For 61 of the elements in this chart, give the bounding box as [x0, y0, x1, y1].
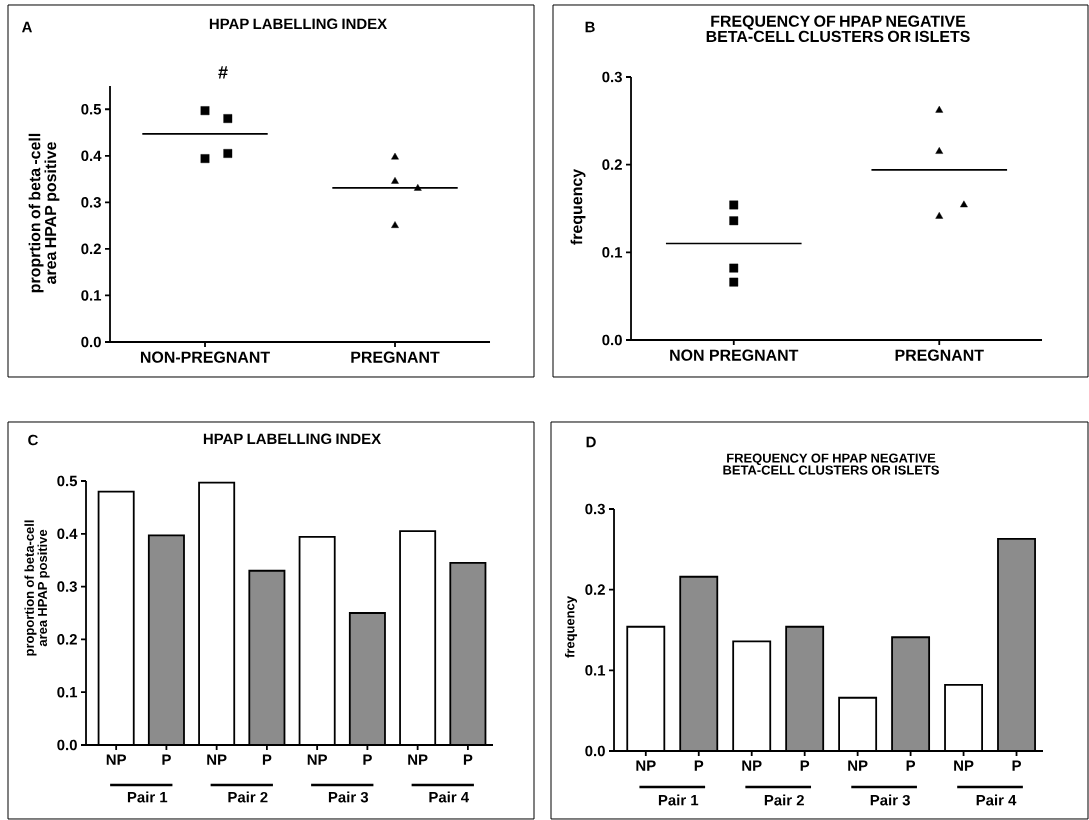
text: B: [585, 21, 595, 33]
x-tick-label: NP: [307, 754, 328, 765]
x-tick-label: NP: [848, 760, 868, 771]
y-tick-label: 0.0: [57, 739, 77, 751]
x-tick-label: P: [800, 760, 810, 771]
y-tick-label: 0.0: [602, 334, 622, 346]
text: Pair 3: [328, 791, 369, 803]
chart-title: HPAP LABELLING INDEX: [209, 18, 387, 30]
x-tick-label: NP: [636, 760, 656, 771]
y-tick-label: 0.5: [81, 103, 102, 115]
x-tick-label: NP: [207, 754, 227, 765]
x-tick-label: P: [694, 760, 704, 771]
x-tick-label: P: [162, 754, 171, 765]
y-tick-label: 0.1: [585, 665, 606, 676]
x-tick-label: NP: [954, 760, 974, 771]
text: Pair 4: [976, 794, 1017, 806]
x-tick-label: NP: [408, 754, 428, 765]
text: Pair 2: [228, 791, 268, 803]
y-tick-label: 0.0: [585, 745, 605, 757]
y-tick-label: 0.1: [81, 290, 102, 301]
text: D: [586, 436, 596, 448]
y-tick-label: 0.2: [57, 634, 77, 645]
x-tick-label: P: [463, 754, 473, 765]
y-tick-label: 0.3: [81, 197, 101, 208]
text: Pair 4: [429, 791, 470, 803]
text: C: [28, 434, 38, 446]
y-axis-title: proprtion of beta -cell area HPAP positive: [28, 133, 60, 293]
y-tick-label: 0.1: [602, 247, 623, 258]
x-tick-label: PREGNANT: [351, 351, 440, 363]
text: Pair 3: [870, 794, 910, 806]
y-axis-title: proportion of beta-cell area HPAP positive: [24, 520, 50, 656]
text: Pair 2: [764, 794, 804, 806]
x-tick-label: NON PREGNANT: [670, 349, 799, 361]
x-tick-label: NP: [106, 754, 127, 765]
y-tick-label: 0.3: [57, 581, 77, 592]
chart-title: HPAP LABELLING INDEX: [203, 433, 381, 445]
chart-title: FREQUENCY OF HPAP NEGATIVE BETA-CELL CLUSTERS OR ISLETS: [723, 453, 939, 475]
y-tick-label: 0.2: [585, 584, 605, 595]
text: A: [21, 21, 32, 33]
chart-title: FREQUENCY OF HPAP NEGATIVE BETA-CELL CLUSTERS OR ISLETS: [706, 15, 970, 43]
x-tick-label: P: [1012, 760, 1021, 771]
x-tick-label: PREGNANT: [895, 349, 984, 361]
y-tick-label: 0.3: [585, 503, 605, 515]
y-tick-label: 0.3: [602, 71, 622, 83]
y-tick-label: 0.1: [57, 686, 78, 698]
text: Pair 1: [127, 791, 168, 803]
y-axis-title: frequency: [570, 168, 586, 245]
x-tick-label: P: [262, 754, 272, 765]
y-tick-label: 0.5: [57, 475, 78, 487]
y-axis-title: frequency: [564, 596, 578, 658]
x-tick-label: P: [906, 760, 916, 771]
y-tick-label: 0.4: [57, 528, 78, 540]
x-tick-label: NON-PREGNANT: [140, 351, 270, 363]
x-tick-label: NP: [742, 760, 762, 771]
text: #: [218, 66, 228, 79]
y-tick-label: 0.0: [81, 336, 101, 348]
x-tick-label: P: [363, 754, 372, 765]
y-tick-label: 0.2: [602, 159, 622, 170]
y-tick-label: 0.4: [81, 150, 102, 162]
text: Pair 1: [658, 794, 699, 806]
y-tick-label: 0.2: [81, 243, 101, 255]
